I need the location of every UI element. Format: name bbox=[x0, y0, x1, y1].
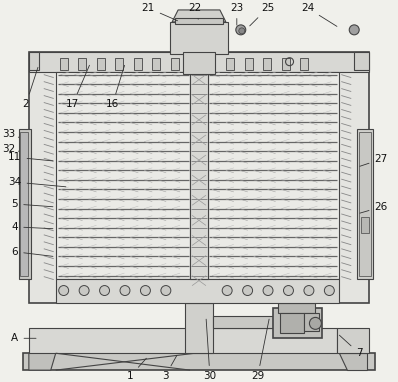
Bar bbox=[208, 72, 339, 278]
Bar bbox=[263, 58, 271, 70]
Bar bbox=[29, 52, 39, 70]
Text: 16: 16 bbox=[106, 65, 125, 110]
Bar bbox=[183, 52, 215, 74]
Bar bbox=[282, 58, 290, 70]
Circle shape bbox=[236, 25, 246, 35]
Bar bbox=[213, 316, 273, 329]
Bar bbox=[226, 58, 234, 70]
Bar bbox=[190, 72, 208, 278]
Text: 25: 25 bbox=[250, 3, 274, 26]
Circle shape bbox=[59, 286, 69, 296]
Bar bbox=[279, 313, 304, 333]
Text: 27: 27 bbox=[360, 154, 388, 166]
Text: 11: 11 bbox=[8, 152, 53, 162]
Bar bbox=[20, 132, 28, 275]
Bar bbox=[185, 303, 213, 353]
Bar bbox=[175, 18, 223, 24]
Text: 24: 24 bbox=[301, 3, 337, 26]
Bar bbox=[361, 217, 369, 233]
Bar bbox=[171, 58, 179, 70]
Text: 3: 3 bbox=[162, 356, 177, 381]
Text: 7: 7 bbox=[339, 335, 363, 358]
Bar bbox=[134, 58, 142, 70]
Bar bbox=[56, 72, 190, 278]
Circle shape bbox=[304, 286, 314, 296]
Circle shape bbox=[283, 286, 293, 296]
Text: 26: 26 bbox=[360, 202, 388, 213]
Text: 30: 30 bbox=[203, 319, 217, 381]
Bar bbox=[300, 58, 308, 70]
Bar bbox=[97, 58, 105, 70]
Circle shape bbox=[120, 286, 130, 296]
Bar bbox=[170, 22, 228, 54]
Text: 1: 1 bbox=[127, 358, 146, 381]
Bar bbox=[29, 52, 369, 303]
Circle shape bbox=[222, 286, 232, 296]
Bar bbox=[277, 303, 315, 313]
Bar bbox=[29, 52, 369, 72]
Bar bbox=[357, 129, 373, 278]
Polygon shape bbox=[172, 10, 226, 22]
Bar bbox=[60, 58, 68, 70]
Circle shape bbox=[140, 286, 150, 296]
Bar bbox=[115, 58, 123, 70]
Bar bbox=[354, 52, 369, 70]
Bar bbox=[337, 329, 369, 353]
Bar bbox=[359, 132, 371, 275]
Text: A: A bbox=[12, 333, 36, 343]
Circle shape bbox=[243, 286, 253, 296]
Bar bbox=[29, 329, 337, 353]
Circle shape bbox=[79, 286, 89, 296]
Circle shape bbox=[239, 28, 245, 34]
Bar bbox=[23, 353, 375, 370]
Text: 5: 5 bbox=[12, 199, 53, 209]
Bar bbox=[152, 58, 160, 70]
Text: 33: 33 bbox=[2, 129, 19, 139]
Text: 21: 21 bbox=[142, 3, 178, 21]
Bar bbox=[78, 58, 86, 70]
Bar bbox=[304, 313, 319, 331]
Bar bbox=[19, 129, 31, 278]
Text: 4: 4 bbox=[12, 222, 53, 232]
Text: 17: 17 bbox=[66, 65, 90, 110]
Text: 6: 6 bbox=[12, 247, 53, 257]
Text: 2: 2 bbox=[23, 67, 38, 110]
Circle shape bbox=[324, 286, 334, 296]
Circle shape bbox=[263, 286, 273, 296]
Circle shape bbox=[161, 286, 171, 296]
Polygon shape bbox=[339, 353, 367, 370]
Circle shape bbox=[100, 286, 109, 296]
Text: 23: 23 bbox=[230, 3, 244, 25]
Text: 22: 22 bbox=[188, 3, 202, 19]
Bar bbox=[273, 308, 322, 338]
Text: 29: 29 bbox=[251, 319, 269, 381]
Circle shape bbox=[309, 317, 321, 329]
Circle shape bbox=[349, 25, 359, 35]
Bar bbox=[245, 58, 253, 70]
Polygon shape bbox=[29, 353, 56, 370]
Bar bbox=[56, 278, 339, 303]
Text: 32: 32 bbox=[2, 144, 19, 154]
Text: 34: 34 bbox=[8, 177, 66, 187]
